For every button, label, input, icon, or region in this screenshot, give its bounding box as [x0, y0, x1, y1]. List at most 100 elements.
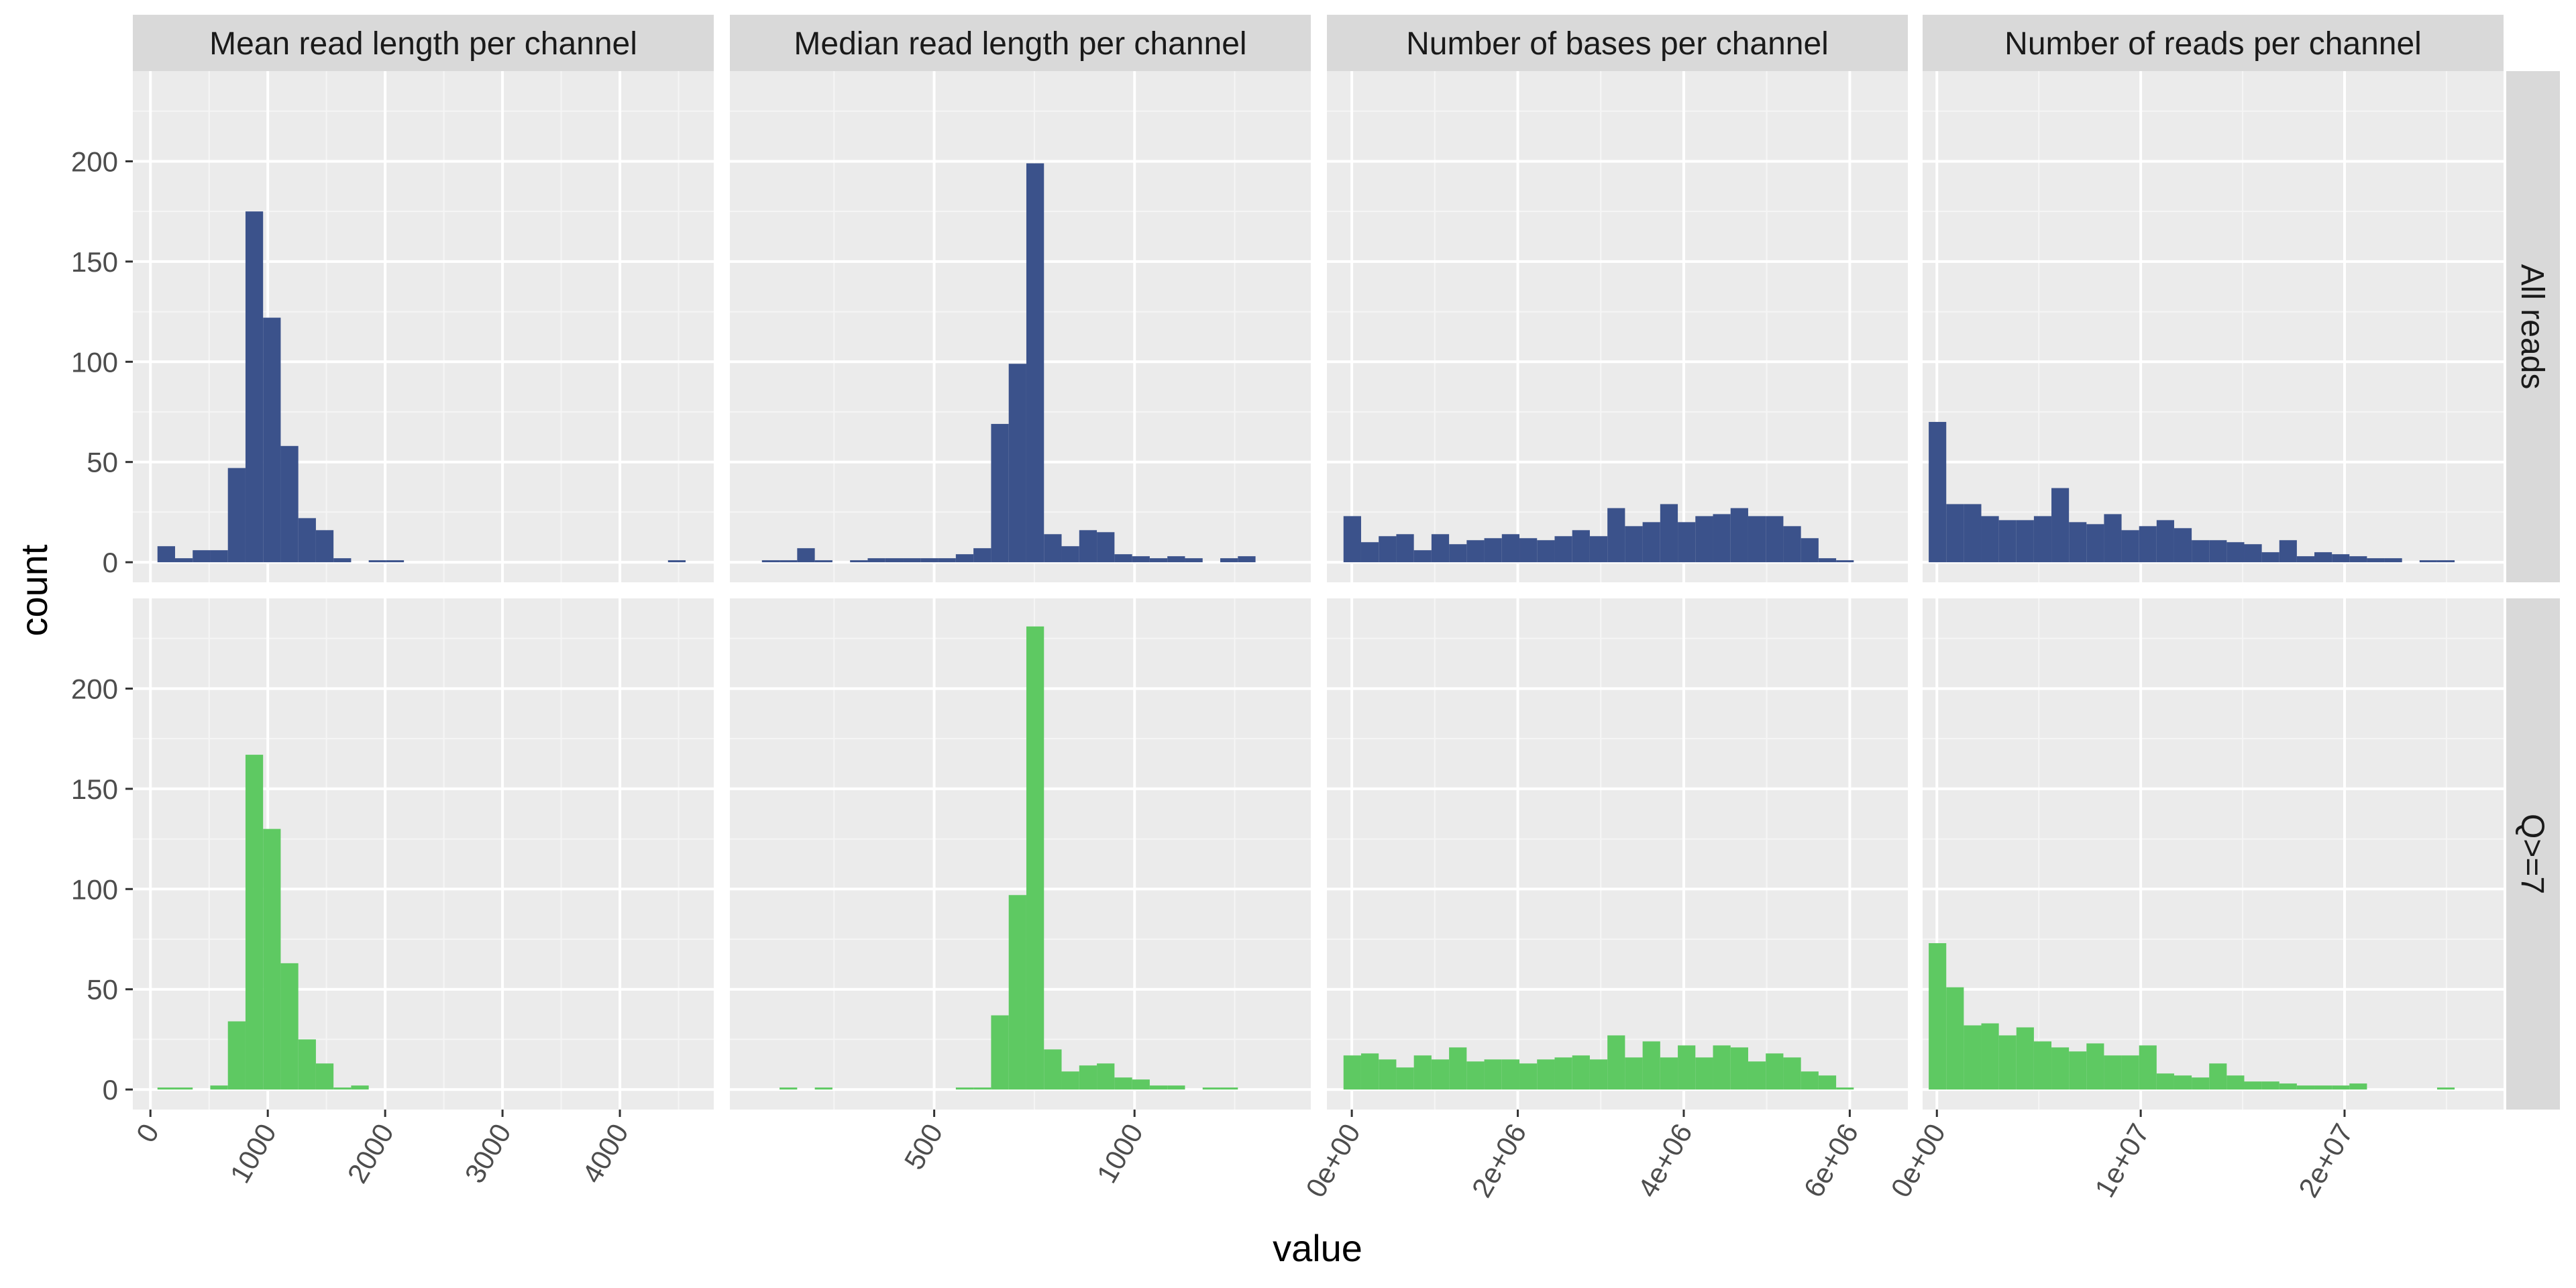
histogram-bar: [867, 558, 885, 563]
histogram-bar: [1466, 540, 1485, 563]
y-tick-label: 150: [71, 246, 118, 278]
histogram-bar: [386, 560, 405, 563]
histogram-bar: [1748, 1061, 1766, 1090]
histogram-bar: [1097, 1063, 1115, 1090]
x-tick-label: 2e+07: [2292, 1118, 2359, 1203]
histogram-bar: [991, 1015, 1009, 1090]
histogram-bar: [280, 445, 299, 563]
histogram-bar: [2314, 1085, 2332, 1090]
histogram-bar: [2261, 552, 2279, 563]
histogram-bar: [2174, 1075, 2192, 1090]
histogram-bar: [2436, 1087, 2455, 1090]
histogram-bar: [2156, 1073, 2174, 1090]
panel-1-1: [133, 71, 714, 582]
panel-background: [1327, 71, 1908, 582]
histogram-bar: [227, 468, 246, 563]
histogram-bar: [1360, 1053, 1379, 1090]
histogram-bar: [245, 755, 264, 1090]
histogram-bar: [2139, 526, 2157, 563]
histogram-bar: [1589, 536, 1608, 563]
panel-background: [133, 598, 714, 1110]
histogram-bar: [1114, 554, 1132, 563]
y-tick-label: 200: [71, 673, 118, 704]
histogram-bar: [1396, 1067, 1414, 1090]
histogram-bar: [885, 558, 904, 563]
histogram-bar: [2261, 1081, 2279, 1090]
histogram-bar: [1466, 1061, 1485, 1090]
y-axis-title: count: [13, 544, 55, 636]
histogram-bar: [2419, 560, 2437, 563]
histogram-bar: [1132, 556, 1150, 563]
histogram-bar: [2296, 1085, 2315, 1090]
x-tick-label: 4e+06: [1631, 1118, 1699, 1203]
histogram-bar: [1946, 987, 1964, 1090]
facet-strip-row-1: [2506, 71, 2560, 582]
y-tick-label: 200: [71, 146, 118, 177]
histogram-bar: [1929, 943, 1947, 1090]
histogram-bar: [973, 548, 991, 563]
histogram-bar: [1660, 1057, 1678, 1090]
histogram-bar: [780, 560, 798, 563]
histogram-bar: [2016, 520, 2034, 563]
histogram-bar: [1044, 1049, 1062, 1090]
histogram-bar: [1695, 516, 1713, 563]
histogram-bar: [1061, 1071, 1079, 1090]
histogram-bar: [1537, 1059, 1555, 1090]
x-tick-label: 2000: [341, 1118, 400, 1188]
histogram-bar: [2121, 530, 2139, 563]
histogram-bar: [157, 1087, 175, 1090]
histogram-bar: [1537, 540, 1555, 563]
x-tick-label: 1000: [1091, 1118, 1149, 1188]
histogram-bar: [1484, 1059, 1502, 1090]
histogram-bar: [2174, 528, 2192, 563]
histogram-bar: [780, 1087, 798, 1090]
x-tick-label: 0e+00: [1884, 1118, 1951, 1203]
histogram-bar: [263, 828, 281, 1090]
histogram-bar: [263, 317, 281, 563]
histogram-bar: [1783, 1057, 1801, 1090]
histogram-bar: [1660, 504, 1678, 563]
histogram-bar: [1519, 538, 1538, 563]
histogram-bar: [333, 558, 352, 563]
histogram-bar: [333, 1087, 352, 1090]
panel-background: [1327, 598, 1908, 1110]
facet-strip-col-3: [1327, 15, 1908, 71]
histogram-bar: [1167, 556, 1185, 563]
histogram-bar: [2436, 560, 2455, 563]
y-tick-label: 0: [103, 1074, 118, 1106]
histogram-bar: [1238, 556, 1256, 563]
histogram-bar: [298, 518, 316, 563]
histogram-bar: [2209, 1063, 2227, 1090]
histogram-bar: [1964, 504, 1982, 563]
panel-1-2: [730, 71, 1311, 582]
y-tick-label: 150: [71, 773, 118, 805]
histogram-bar: [1554, 536, 1572, 563]
x-axis-title: value: [1273, 1227, 1362, 1269]
histogram-bar: [1026, 626, 1044, 1090]
histogram-bar: [1625, 526, 1643, 563]
histogram-bar: [667, 560, 686, 563]
histogram-bar: [2226, 542, 2245, 563]
x-tick-label: 3000: [458, 1118, 517, 1188]
y-tick-label: 100: [71, 873, 118, 905]
histogram-bar: [761, 560, 780, 563]
histogram-bar: [1008, 364, 1026, 563]
panel-1-3: [1327, 71, 1908, 582]
histogram-bar: [1449, 544, 1467, 563]
histogram-bar: [2296, 556, 2315, 563]
histogram-bar: [1572, 1055, 1590, 1090]
histogram-bar: [2051, 488, 2070, 563]
histogram-bar: [1202, 1087, 1221, 1090]
histogram-bar: [210, 550, 228, 563]
histogram-bar: [1981, 1023, 1999, 1090]
panel-2-4: [1923, 598, 2504, 1110]
histogram-bar: [973, 1087, 991, 1090]
histogram-bar: [227, 1021, 246, 1090]
histogram-bar: [1730, 508, 1748, 563]
histogram-bar: [1360, 542, 1379, 563]
histogram-bar: [1343, 516, 1361, 563]
histogram-bar: [1607, 508, 1625, 563]
histogram-bar: [1783, 526, 1801, 563]
histogram-bar: [2069, 1051, 2087, 1090]
histogram-bar: [920, 558, 938, 563]
